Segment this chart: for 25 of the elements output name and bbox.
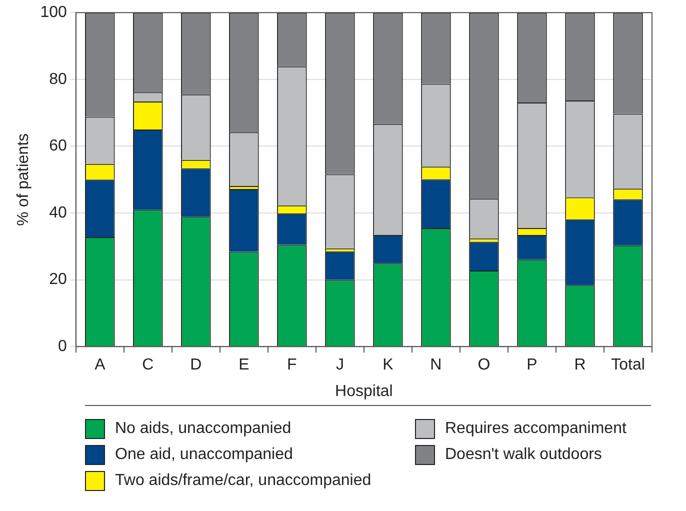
x-tick-label: K	[382, 356, 394, 374]
x-tick-label: P	[526, 356, 538, 374]
legend-label: Doesn't walk outdoors	[445, 446, 602, 464]
x-tick-label: R	[574, 356, 586, 374]
legend-label: Two aids/frame/car, unaccompanied	[115, 472, 372, 490]
x-tick-label: O	[478, 356, 490, 374]
x-tick-label: N	[430, 356, 442, 374]
legend-label: One aid, unaccompanied	[115, 446, 293, 464]
y-tick-label: 0	[58, 338, 67, 356]
legend-label: Requires accompaniment	[445, 420, 626, 438]
y-axis-title: % of patients	[15, 133, 32, 226]
x-axis-title: Hospital	[335, 382, 393, 400]
x-tick-label: C	[142, 356, 154, 374]
y-tick-label: 40	[49, 204, 67, 222]
x-tick-label: D	[190, 356, 202, 374]
x-tick-label: F	[287, 356, 298, 374]
y-tick-label: 80	[49, 70, 67, 88]
y-tick-label: 60	[49, 138, 67, 155]
legend-label: No aids, unaccompanied	[115, 420, 292, 438]
x-tick-label: Total	[611, 356, 645, 374]
y-tick-label: 20	[49, 271, 67, 288]
x-tick-label: E	[238, 356, 250, 374]
x-tick-label: J	[336, 356, 344, 374]
y-tick-label: 100	[40, 4, 67, 22]
x-tick-label: A	[94, 356, 106, 374]
